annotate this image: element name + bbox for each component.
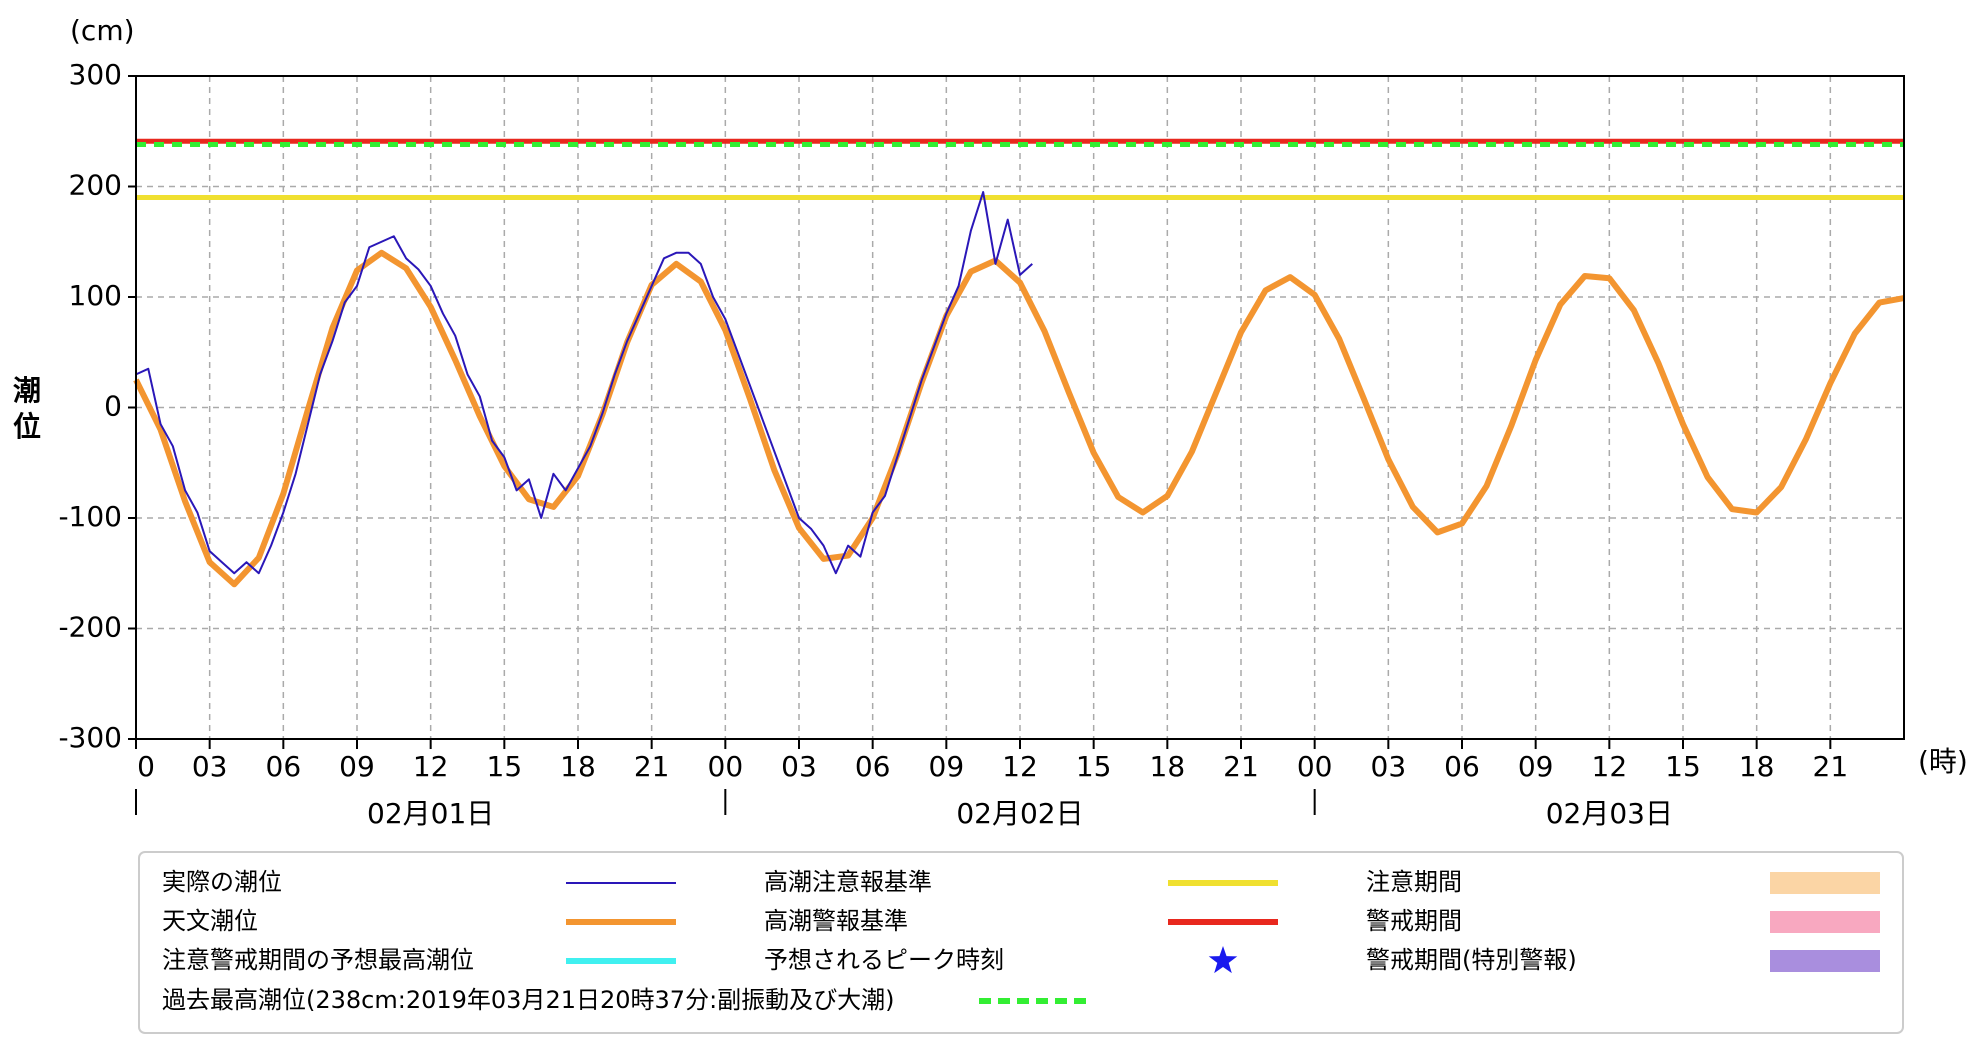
x-tick-label: 21 [1813,750,1849,783]
x-tick-label: 15 [487,750,523,783]
x-tick-label: 12 [1592,750,1628,783]
x-tick-label: 21 [634,750,670,783]
x-tick-label: 03 [192,750,228,783]
x-tick-label: 06 [266,750,302,783]
legend-label: 警戒期間(特別警報) [1366,946,1577,974]
series-line [135,191,1033,575]
x-tick-label: 06 [1444,750,1480,783]
legend-swatch [1770,950,1880,972]
x-tick-label: 09 [929,750,965,783]
legend-label: 実際の潮位 [162,868,282,896]
legend-label: 注意警戒期間の予想最高潮位 [162,946,474,974]
y-tick-label: -100 [58,500,122,533]
x-tick-label: 18 [560,750,596,783]
y-tick-label: 100 [69,279,122,312]
day-label: 02月01日 [367,797,494,830]
x-tick-label: 06 [855,750,891,783]
x-tick-label: 18 [1150,750,1186,783]
series-line [133,249,1905,588]
x-tick-label: 09 [339,750,375,783]
y-axis-label: 潮位 [13,374,41,443]
y-tick-label: 300 [69,58,122,91]
x-tick-label: 09 [1518,750,1554,783]
y-tick-label: -200 [58,611,122,644]
y-tick-label: 0 [104,390,122,423]
legend-star [1208,946,1238,974]
legend-swatch [1770,911,1880,933]
x-tick-label: 00 [1297,750,1333,783]
x-tick-label: 12 [413,750,449,783]
legend-label: 過去最高潮位(238cm:2019年03月21日20時37分:副振動及び大潮) [162,986,895,1014]
x-tick-label: 21 [1223,750,1259,783]
legend-box [138,851,1904,1034]
x-tick-label: 03 [781,750,817,783]
legend-label: 警戒期間 [1366,907,1462,935]
x-tick-label: 0 [137,750,155,783]
legend-label: 予想されるピーク時刻 [764,946,1004,974]
legend-label: 高潮注意報基準 [764,868,932,896]
y-tick-label: -300 [58,721,122,754]
day-label: 02月03日 [1546,797,1673,830]
x-tick-label: 15 [1076,750,1112,783]
y-tick-label: 200 [69,169,122,202]
y-unit: (cm) [70,14,135,47]
legend-label: 注意期間 [1366,868,1462,896]
plot-frame [135,75,1905,740]
x-tick-label: 18 [1739,750,1775,783]
x-tick-label: 12 [1002,750,1038,783]
legend-label: 天文潮位 [162,907,258,935]
x-tick-label: 03 [1371,750,1407,783]
day-label: 02月02日 [956,797,1083,830]
x-tick-label: 00 [708,750,744,783]
x-unit: (時) [1918,745,1968,778]
x-tick-label: 15 [1665,750,1701,783]
legend-label: 高潮警報基準 [764,907,908,935]
legend-swatch [1770,872,1880,894]
